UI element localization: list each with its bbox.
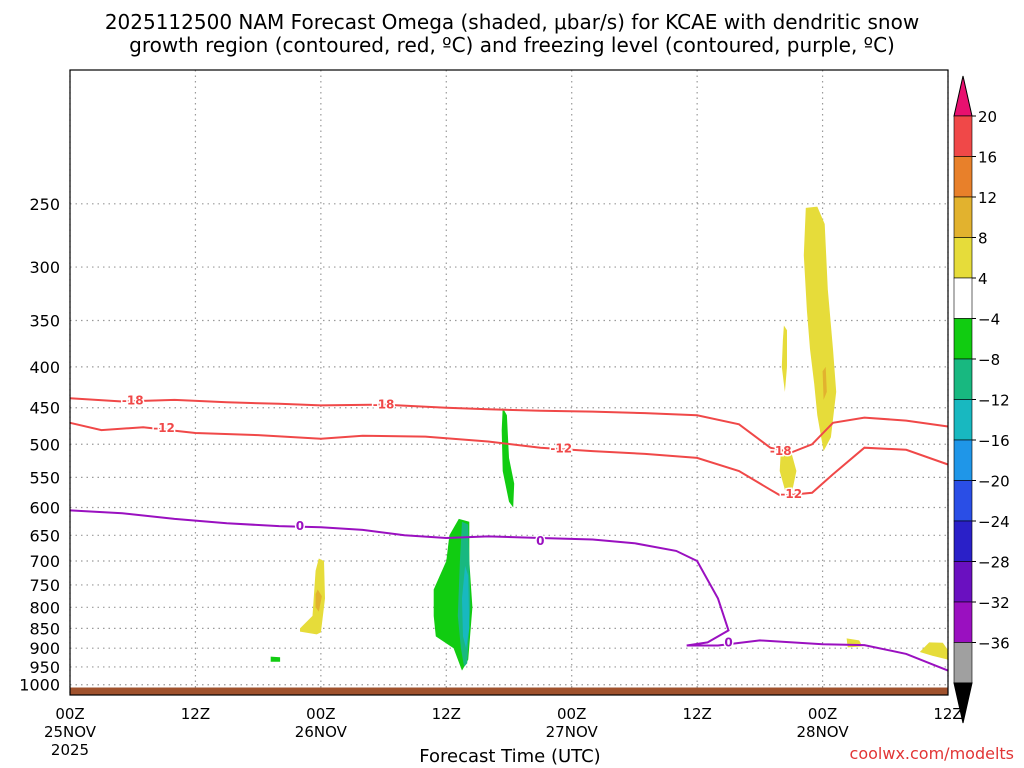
colorbar-label: −16 xyxy=(978,432,1010,450)
credit-text: coolwx.com/modelts xyxy=(849,744,1014,763)
x-tick-label: 12Z xyxy=(181,705,210,723)
colorbar-label: 16 xyxy=(978,149,997,167)
y-tick-label: 350 xyxy=(29,312,60,331)
colorbar-segment xyxy=(953,520,973,562)
colorbar-segment xyxy=(953,642,973,684)
x-tick-label: 12Z xyxy=(682,705,711,723)
colorbar-label: −4 xyxy=(978,311,1000,329)
plot-frame xyxy=(69,69,949,696)
omega-shaded-region xyxy=(803,206,837,452)
x-tick-label: 12Z xyxy=(933,705,962,723)
y-tick-label: 750 xyxy=(29,576,60,595)
y-tick-label: 300 xyxy=(29,258,60,277)
contour-label: 0 xyxy=(536,534,544,548)
colorbar-segment xyxy=(953,237,973,279)
y-tick-label: 650 xyxy=(29,526,60,545)
colorbar-label: −32 xyxy=(978,594,1010,612)
colorbar-label: −36 xyxy=(978,635,1010,653)
colorbar-label: −12 xyxy=(978,392,1010,410)
omega-shaded-region xyxy=(270,656,281,662)
x-tick-label: 00Z xyxy=(306,705,335,723)
colorbar-segment xyxy=(953,277,973,319)
colorbar-label: −8 xyxy=(978,351,1000,369)
omega-shaded-region xyxy=(781,325,787,392)
omega-shaded-region xyxy=(919,642,948,660)
contour-label: 0 xyxy=(724,635,732,649)
y-tick-label: 400 xyxy=(29,358,60,377)
colorbar-segment xyxy=(953,439,973,481)
colorbar-label: −24 xyxy=(978,513,1010,531)
x-axis-title: Forecast Time (UTC) xyxy=(419,746,601,767)
y-tick-label: 500 xyxy=(29,435,60,454)
y-tick-label: 900 xyxy=(29,639,60,658)
contour-line xyxy=(69,509,949,672)
omega-shaded-region xyxy=(822,366,827,400)
colorbar-top-arrow xyxy=(953,75,973,117)
contour-label: -12 xyxy=(550,441,572,455)
x-tick-label: 00Z xyxy=(55,705,84,723)
y-tick-label: 450 xyxy=(29,399,60,418)
colorbar-segment xyxy=(953,196,973,238)
contour-label: -12 xyxy=(780,487,802,501)
omega-shaded-region xyxy=(315,589,322,612)
colorbar-segment xyxy=(953,115,973,157)
omega-shaded-region xyxy=(779,444,797,496)
colorbar-label: 8 xyxy=(978,230,988,248)
colorbar-segment xyxy=(953,561,973,603)
chart-title-line-1: 2025112500 NAM Forecast Omega (shaded, μ… xyxy=(104,10,920,34)
plot-area xyxy=(70,70,948,695)
x-tick-label: 00Z xyxy=(808,705,837,723)
y-tick-label: 600 xyxy=(29,499,60,518)
y-tick-label: 550 xyxy=(29,468,60,487)
contour-label: -18 xyxy=(770,444,792,458)
colorbar-segment xyxy=(953,399,973,441)
colorbar-label: −28 xyxy=(978,554,1010,572)
y-tick-label: 1000 xyxy=(19,676,60,695)
contour-label: -12 xyxy=(153,421,175,435)
omega-shaded-region xyxy=(300,558,325,635)
contour-line xyxy=(69,397,949,454)
x-tick-date-label: 25NOV xyxy=(44,723,97,741)
colorbar-bottom-arrow xyxy=(953,682,973,724)
y-tick-label: 850 xyxy=(29,619,60,638)
x-tick-date-label: 27NOV xyxy=(546,723,599,741)
y-tick-label: 950 xyxy=(29,658,60,677)
contour-label: 0 xyxy=(296,519,304,533)
colorbar-segment xyxy=(953,358,973,400)
omega-shaded-region xyxy=(501,407,515,508)
chart-title-line-2: growth region (contoured, red, ºC) and f… xyxy=(129,33,895,57)
x-tick-year-label: 2025 xyxy=(51,741,89,759)
contour-label: -18 xyxy=(122,394,144,408)
omega-shaded-region xyxy=(462,565,470,649)
x-tick-label: 12Z xyxy=(432,705,461,723)
y-tick-label: 250 xyxy=(29,195,60,214)
colorbar-label: 12 xyxy=(978,189,997,207)
colorbar-segment xyxy=(953,480,973,522)
x-tick-date-label: 26NOV xyxy=(295,723,348,741)
colorbar-label: 4 xyxy=(978,270,988,288)
colorbar-segment xyxy=(953,156,973,198)
colorbar-segment xyxy=(953,318,973,360)
contour-line xyxy=(69,421,949,497)
surface-terrain xyxy=(70,687,948,695)
x-tick-label: 00Z xyxy=(557,705,586,723)
colorbar-label: 20 xyxy=(978,108,997,126)
y-tick-label: 700 xyxy=(29,552,60,571)
y-tick-label: 800 xyxy=(29,598,60,617)
x-tick-date-label: 28NOV xyxy=(797,723,850,741)
colorbar-segment xyxy=(953,601,973,643)
contour-label: -18 xyxy=(373,398,395,412)
colorbar-label: −20 xyxy=(978,473,1010,491)
